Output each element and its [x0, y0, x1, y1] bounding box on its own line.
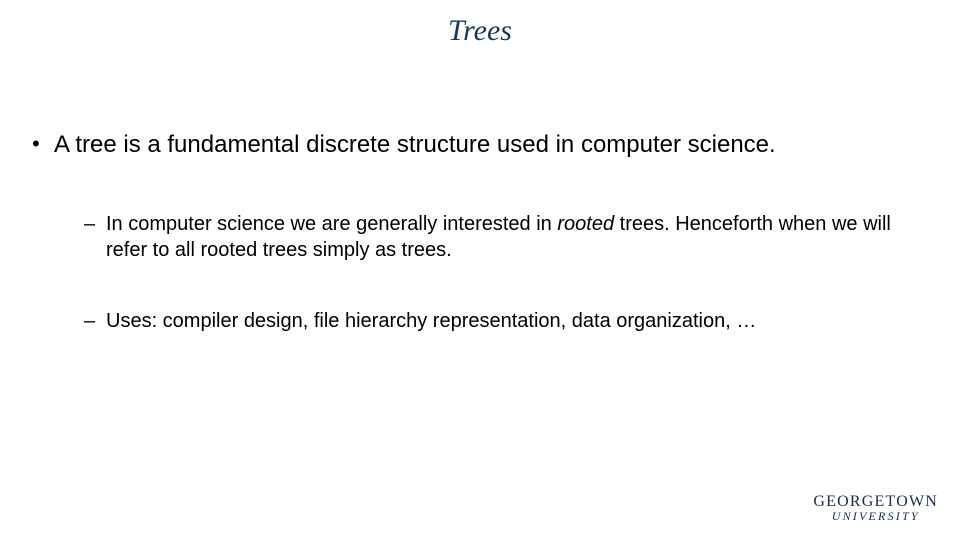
bullet-level-2: In computer science we are generally int… [28, 212, 920, 263]
slide: Trees A tree is a fundamental discrete s… [0, 0, 960, 540]
slide-title: Trees [0, 14, 960, 48]
bullet-text-pre: In computer science we are generally int… [106, 213, 557, 235]
bullet-level-2: Uses: compiler design, file hierarchy re… [28, 309, 920, 335]
logo-line-1: GEORGETOWN [813, 494, 938, 509]
logo-line-2: UNIVERSITY [813, 511, 938, 522]
bullet-level-1: A tree is a fundamental discrete structu… [28, 130, 920, 160]
slide-content: A tree is a fundamental discrete structu… [28, 130, 920, 381]
bullet-text-emphasis: rooted [557, 213, 614, 235]
university-logo: GEORGETOWN UNIVERSITY [813, 494, 938, 522]
